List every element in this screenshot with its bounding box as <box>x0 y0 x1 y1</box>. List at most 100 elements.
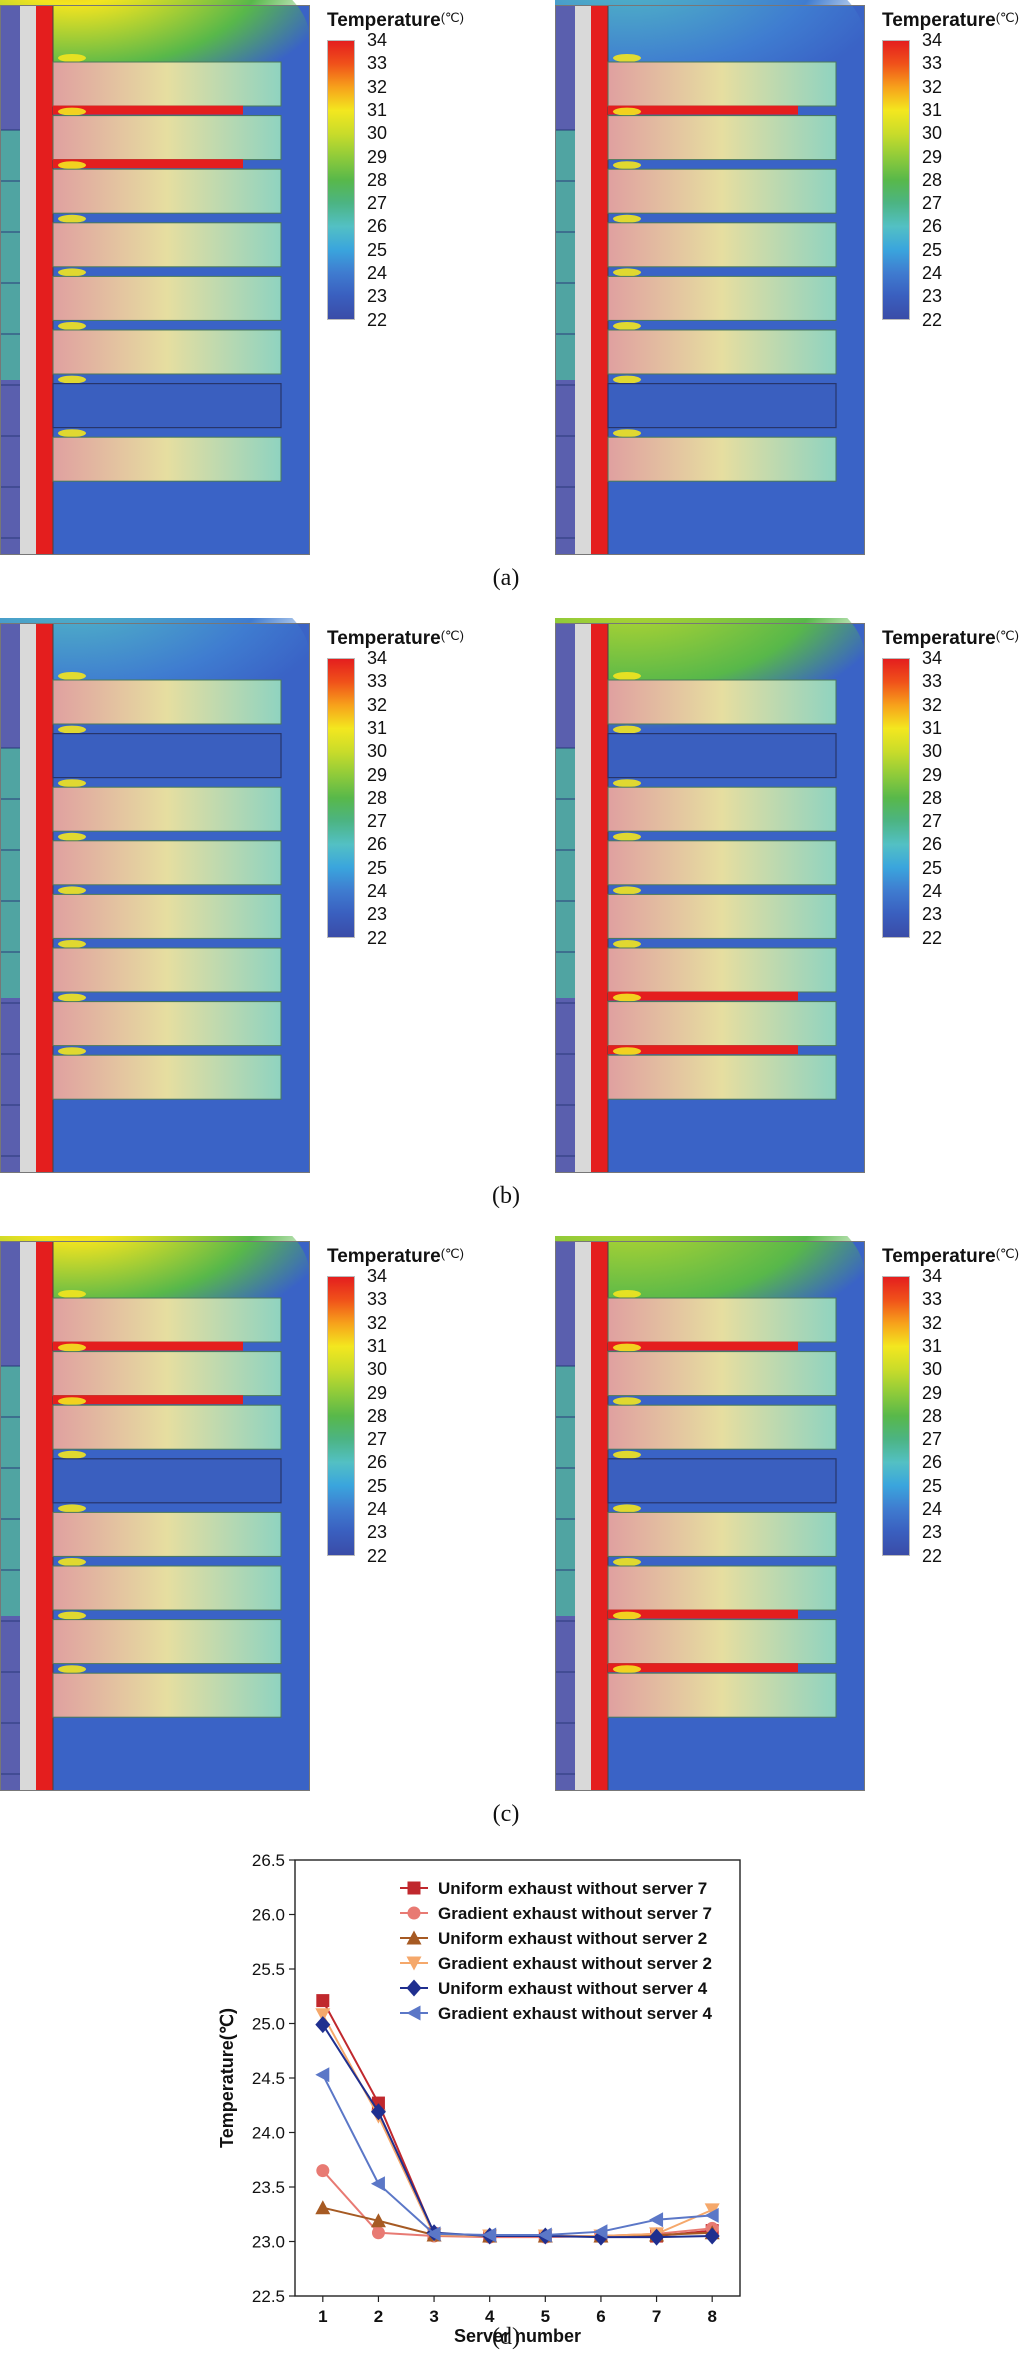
colorbar-tick-label: 27 <box>922 193 943 214</box>
colorbar-title: Temperature(℃) <box>882 10 1019 31</box>
colorbar-tick-label: 30 <box>922 741 943 762</box>
colorbar-tick-label: 29 <box>367 1382 388 1403</box>
colorbar-tick-label: 32 <box>367 1312 388 1333</box>
y-tick-label: 25.5 <box>252 1960 285 1979</box>
colorbar-tick-label: 25 <box>922 1475 943 1496</box>
colorbar-tick-label: 26 <box>922 1452 943 1473</box>
y-tick-label: 23.0 <box>252 2233 285 2252</box>
sim-gradient-without-server-2 <box>555 618 865 1173</box>
x-tick-label: 8 <box>707 2307 716 2326</box>
colorbar-tick-label: 26 <box>922 834 943 855</box>
panel-b: Temperature(℃) 34 33 32 31 30 29 28 27 26 25 24 23 2… <box>0 618 1033 1218</box>
colorbar-labels: 34 33 32 31 30 29 28 27 26 25 24 23 22 <box>367 648 427 948</box>
x-tick-label: 2 <box>374 2307 383 2326</box>
colorbar-tick-label: 24 <box>922 881 943 901</box>
colorbar-tick-label: 34 <box>367 1266 388 1286</box>
colorbar-tick-label: 22 <box>922 309 943 330</box>
series-6 <box>315 2067 719 2243</box>
colorbar-tick-label: 25 <box>367 857 388 878</box>
panel-label: (b) <box>492 1183 520 1209</box>
colorbar-tick-label: 31 <box>922 1335 943 1356</box>
colorbar-title: Temperature(℃) <box>882 628 1019 649</box>
colorbar-tick-label: 32 <box>367 694 388 715</box>
colorbar-tick-label: 22 <box>922 1545 943 1566</box>
colorbar-tick-label: 30 <box>922 123 943 144</box>
colorbar: Temperature(℃) 34 33 32 31 30 29 28 27 26 25 24 23 2… <box>882 1246 1033 1566</box>
legend-marker <box>406 1956 422 1971</box>
colorbar-tick-label: 27 <box>922 811 943 832</box>
colorbar-tick-label: 27 <box>367 1429 388 1450</box>
series-4 <box>315 2008 720 2244</box>
colorbar-tick-label: 25 <box>367 239 388 260</box>
data-point <box>315 2200 331 2215</box>
colorbar-tick-label: 23 <box>367 286 388 307</box>
colorbar-tick-label: 32 <box>922 76 943 97</box>
colorbar-tick-label: 26 <box>367 1452 388 1473</box>
legend: Uniform exhaust without server 7 Gradient… <box>400 1879 713 2023</box>
series-line <box>321 2074 713 2236</box>
colorbar-tick-label: 30 <box>922 1359 943 1380</box>
colorbar-tick-label: 30 <box>367 741 388 762</box>
colorbar-tick-label: 33 <box>922 671 943 692</box>
legend-marker <box>407 1906 421 1920</box>
data-point <box>316 2164 330 2178</box>
plot-frame <box>294 1859 741 2297</box>
data-point <box>704 2207 719 2223</box>
y-tick-label: 26.5 <box>252 1851 285 1870</box>
colorbar-strip <box>882 40 910 320</box>
colorbar-labels: 34 33 32 31 30 29 28 27 26 25 24 23 22 <box>367 1266 427 1566</box>
colorbar-tick-label: 31 <box>367 99 388 120</box>
colorbar-tick-label: 28 <box>922 1405 943 1426</box>
data-point <box>704 2227 720 2245</box>
colorbar-tick-label: 33 <box>367 53 388 74</box>
data-point <box>370 2213 386 2228</box>
colorbar-tick-label: 32 <box>367 76 388 97</box>
colorbar: Temperature(℃) 34 33 32 31 30 29 28 27 26 25 24 23 2… <box>327 628 507 948</box>
sim-uniform-without-server-7 <box>0 0 310 555</box>
colorbar-tick-label: 34 <box>922 30 943 50</box>
colorbar-tick-label: 27 <box>922 1429 943 1450</box>
colorbar-tick-label: 29 <box>922 146 943 167</box>
data-point <box>593 2224 608 2240</box>
colorbar-labels: 34 33 32 31 30 29 28 27 26 25 24 23 22 <box>367 30 427 330</box>
colorbar-tick-label: 32 <box>922 694 943 715</box>
colorbar-tick-label: 33 <box>367 1289 388 1310</box>
panel-label: (c) <box>492 1801 520 1827</box>
x-axis-label: Server number <box>454 2326 581 2346</box>
colorbar: Temperature(℃) 34 33 32 31 30 29 28 27 26 25 24 23 2… <box>327 1246 507 1566</box>
legend-label: Uniform exhaust without server 2 <box>438 1929 707 1948</box>
panel-a: Temperature(℃) 34 33 32 31 30 29 28 27 26 25 24 23 2… <box>0 0 1033 600</box>
temperature-field <box>0 618 310 1173</box>
colorbar-strip <box>327 658 355 938</box>
legend-label: Gradient exhaust without server 4 <box>438 2004 713 2023</box>
sim-uniform-without-server-2 <box>0 618 310 1173</box>
colorbar-tick-label: 34 <box>922 648 943 668</box>
x-tick-label: 4 <box>485 2307 495 2326</box>
x-tick-label: 1 <box>318 2307 327 2326</box>
colorbar-strip <box>327 40 355 320</box>
sim-uniform-without-server-4 <box>0 1236 310 1791</box>
colorbar-tick-label: 22 <box>367 1545 388 1566</box>
x-tick-label: 7 <box>652 2307 661 2326</box>
colorbar-strip <box>882 1276 910 1556</box>
legend-marker <box>406 1979 422 1997</box>
panel-label: (d) <box>492 2324 520 2350</box>
colorbar-title: Temperature(℃) <box>327 1246 464 1267</box>
y-tick-label: 24.5 <box>252 2069 285 2088</box>
colorbar-tick-label: 29 <box>367 146 388 167</box>
colorbar-tick-label: 34 <box>367 648 388 668</box>
legend-marker <box>406 2005 421 2021</box>
x-tick-label: 5 <box>541 2307 550 2326</box>
data-point <box>371 2226 385 2240</box>
colorbar-tick-label: 30 <box>367 123 388 144</box>
y-axis-label: Temperature(℃) <box>217 2008 237 2148</box>
data-point <box>649 2212 664 2228</box>
colorbar-strip <box>327 1276 355 1556</box>
data-point <box>315 2008 331 2023</box>
series-line <box>321 2024 713 2239</box>
colorbar-tick-label: 22 <box>922 927 943 948</box>
colorbar-tick-label: 29 <box>922 764 943 785</box>
colorbar-tick-label: 29 <box>922 1382 943 1403</box>
colorbar-labels: 34 33 32 31 30 29 28 27 26 25 24 23 22 <box>922 1266 982 1566</box>
temperature-field <box>0 1236 310 1791</box>
